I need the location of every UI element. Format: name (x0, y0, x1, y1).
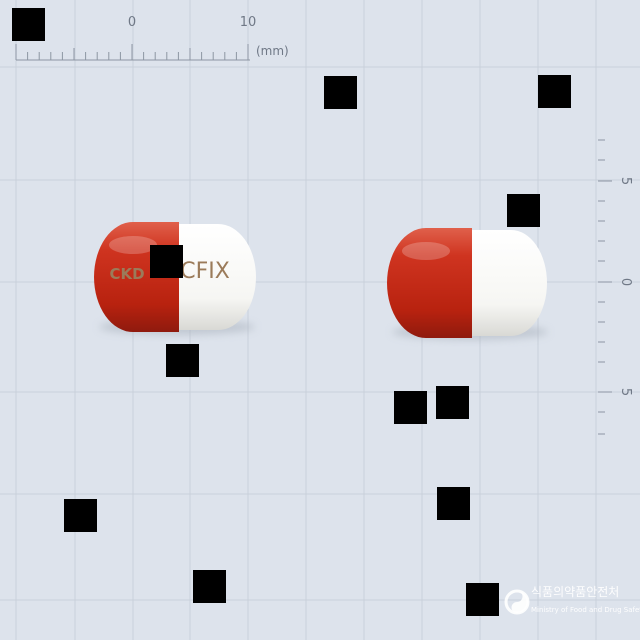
side-ruler-label-zero: 0 (618, 278, 633, 286)
ruler-unit-label: (mm) (256, 44, 289, 58)
mfds-logo-icon (504, 589, 530, 615)
agency-watermark: 식품의약품안전처 Ministry of Food and Drug Safet… (504, 583, 640, 623)
capsule-back-body (470, 230, 547, 336)
side-ruler: 5 0 5 (598, 139, 633, 435)
redaction-box (193, 570, 226, 603)
capsule-back (387, 228, 548, 340)
side-ruler-label-bottom: 5 (618, 388, 633, 396)
redaction-box (12, 8, 45, 41)
ruler-label-zero: 0 (128, 15, 136, 30)
capsule-back-cap (387, 228, 472, 338)
redaction-box (166, 344, 199, 377)
redaction-box (507, 194, 540, 227)
capsule-front-body (177, 224, 256, 330)
redaction-box (64, 499, 97, 532)
top-ruler: 0 10 (mm) (15, 15, 289, 61)
redaction-box (437, 487, 470, 520)
redaction-box (538, 75, 571, 108)
redaction-box (466, 583, 499, 616)
redaction-box (436, 386, 469, 419)
side-ruler-label-top: 5 (618, 177, 633, 185)
redaction-box (150, 245, 183, 278)
capsule-imprint-ckd: CKD (109, 265, 144, 283)
redaction-box (394, 391, 427, 424)
watermark-english: Ministry of Food and Drug Safety (531, 606, 640, 614)
watermark-korean: 식품의약품안전처 (531, 585, 620, 599)
capsule-imprint-cfix: CFIX (180, 259, 230, 284)
capsule-front: CKD CFIX (94, 222, 256, 335)
redaction-box (324, 76, 357, 109)
ruler-label-ten: 10 (240, 15, 257, 30)
